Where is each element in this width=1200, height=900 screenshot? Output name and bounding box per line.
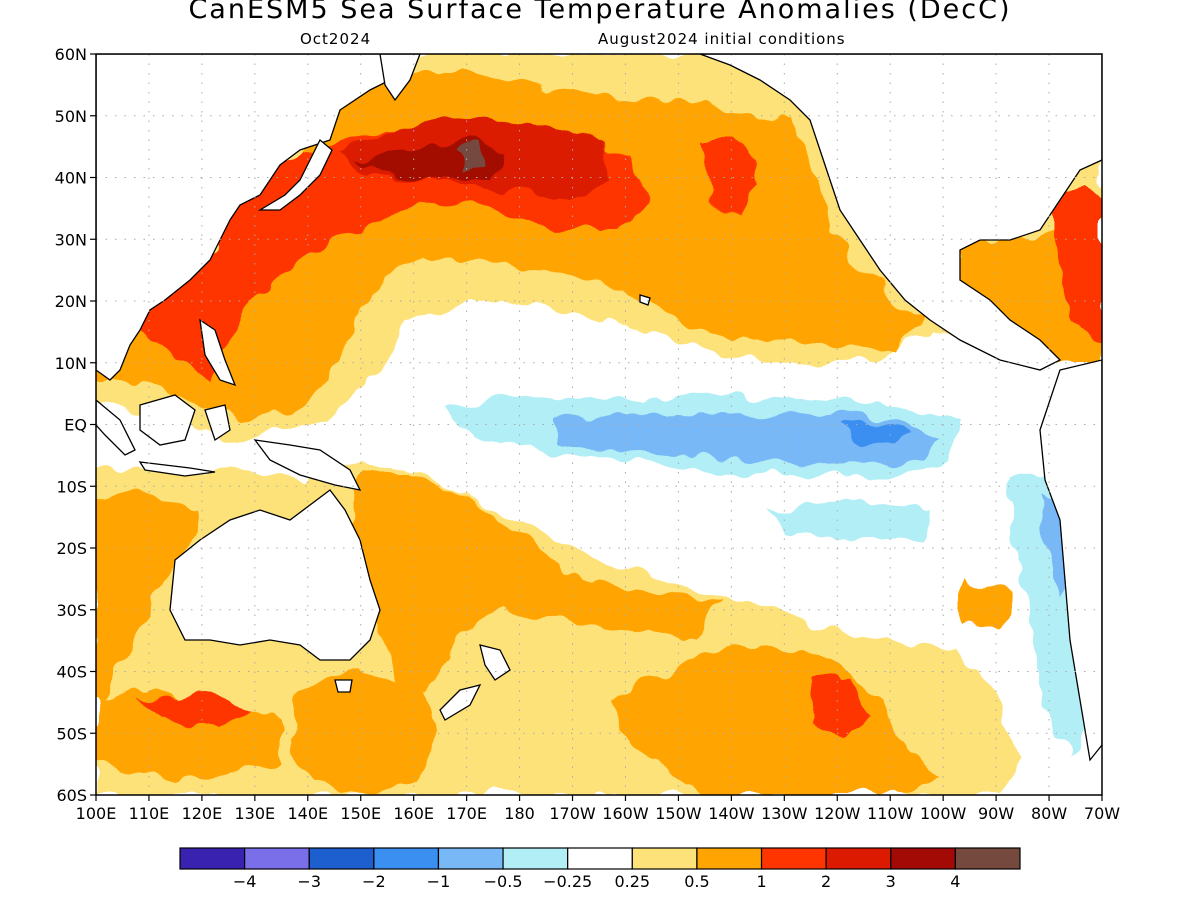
land-kamchatka — [379, 54, 421, 102]
colorbar-swatch — [244, 847, 310, 870]
anomaly-region-red-northeast — [700, 140, 760, 220]
colorbar-label: −0.5 — [484, 872, 523, 891]
land-sumatra — [96, 399, 136, 456]
lon-tick-label: 100E — [76, 804, 117, 823]
lat-tick-label: EQ — [64, 416, 87, 435]
lat-tick-label: 60N — [55, 45, 87, 64]
anomaly-region-orange-tasman — [290, 670, 440, 795]
colorbar-label: 1 — [756, 872, 766, 891]
land-japan — [257, 138, 333, 211]
colorbar-swatch — [502, 847, 569, 870]
anomaly-region-brown-northpacific — [455, 145, 485, 170]
anomaly-region-orange-south-pacific — [610, 640, 940, 795]
lon-tick-label: 160W — [602, 804, 649, 823]
colorbar-label: 3 — [886, 872, 896, 891]
colorbar — [179, 847, 1021, 870]
lon-tick-label: 160E — [393, 804, 434, 823]
colorbar-swatch — [373, 847, 440, 870]
anomaly-region-red-gulf-stream — [1050, 180, 1102, 340]
land-new-zealand-south — [439, 684, 482, 721]
lon-tick-label: 110E — [129, 804, 170, 823]
latitude-axis: 60N 50N 40N 30N 20N 10N EQ 10S 20S 30S 40S 50S 60S — [55, 45, 96, 805]
colorbar-label: −0.25 — [543, 872, 592, 891]
anomaly-region-midblue-equatorial — [840, 422, 910, 445]
land-new-zealand-north — [479, 644, 511, 681]
lat-tick-label: 20S — [56, 539, 87, 558]
lon-tick-label: 170W — [549, 804, 596, 823]
forecast-month-label: Oct2024 — [300, 30, 372, 48]
lat-tick-label: 20N — [55, 292, 87, 311]
land-borneo — [139, 394, 196, 446]
colorbar-label: 0.25 — [614, 872, 650, 891]
colorbar-swatch — [954, 847, 1021, 870]
land-java — [138, 461, 216, 477]
anomaly-region-red-southwest — [140, 690, 250, 730]
lon-tick-label: 120E — [182, 804, 223, 823]
initial-conditions-label: August2024 initial conditions — [598, 30, 846, 48]
lat-tick-label: 30S — [56, 601, 87, 620]
lat-tick-label: 30N — [55, 230, 87, 249]
page-title: CanESM5 Sea Surface Temperature Anomalie… — [188, 0, 1012, 25]
anomaly-region-red-south — [810, 680, 870, 740]
land-tasmania — [334, 679, 353, 693]
lat-tick-label: 60S — [56, 786, 87, 805]
lon-tick-label: 130E — [235, 804, 276, 823]
land-new-guinea — [253, 439, 362, 491]
colorbar-label: 4 — [950, 872, 960, 891]
colorbar-swatch — [179, 847, 246, 870]
lon-tick-label: 110W — [867, 804, 914, 823]
colorbar-label: 2 — [821, 872, 831, 891]
lat-tick-label: 10N — [55, 354, 87, 373]
lat-tick-label: 10S — [56, 477, 87, 496]
colorbar-swatch — [567, 847, 633, 870]
colorbar-swatch — [696, 847, 763, 870]
lon-tick-label: 130W — [761, 804, 808, 823]
anomaly-region-orange-coral-sea — [350, 470, 720, 700]
lon-tick-label: 170E — [446, 804, 487, 823]
lon-tick-label: 180 — [504, 804, 535, 823]
colorbar-swatch — [631, 847, 698, 870]
land-asia — [96, 54, 401, 381]
colorbar-label: −2 — [362, 872, 386, 891]
lat-tick-label: 40S — [56, 663, 87, 682]
lon-tick-label: 80W — [1031, 804, 1067, 823]
land-masses — [96, 54, 1102, 762]
colorbar-swatch — [890, 847, 956, 870]
lon-tick-label: 70W — [1084, 804, 1120, 823]
lat-tick-label: 40N — [55, 169, 87, 188]
longitude-axis: 100E 110E 120E 130E 140E 150E 160E 170E 180 170W 1… — [76, 795, 1120, 823]
land-hawaii — [639, 294, 651, 306]
colorbar-swatch — [825, 847, 892, 870]
colorbar-labels: −4 −3 −2 −1 −0.5 −0.25 0.25 0.5 1 2 3 4 — [233, 872, 961, 891]
land-north-america — [699, 54, 1102, 371]
colorbar-label: −1 — [427, 872, 451, 891]
map-gridlines — [96, 54, 1102, 795]
lon-tick-label: 90W — [978, 804, 1014, 823]
lat-tick-label: 50N — [55, 107, 87, 126]
colorbar-label: −4 — [233, 872, 257, 891]
colorbar-swatch — [437, 847, 504, 870]
lon-tick-label: 150W — [655, 804, 702, 823]
lon-tick-label: 100W — [920, 804, 967, 823]
lon-tick-label: 140W — [708, 804, 755, 823]
land-australia — [169, 489, 381, 661]
land-philippines — [199, 318, 237, 387]
lon-tick-label: 150E — [340, 804, 381, 823]
colorbar-swatch — [760, 847, 827, 870]
lon-tick-label: 140E — [287, 804, 328, 823]
colorbar-swatch — [308, 847, 375, 870]
land-sulawesi — [204, 404, 231, 442]
land-south-america — [1039, 359, 1102, 762]
anomaly-region-orange-southeast — [960, 580, 1010, 630]
colorbar-label: −3 — [297, 872, 321, 891]
colorbar-label: 0.5 — [684, 872, 709, 891]
lon-tick-label: 120W — [814, 804, 861, 823]
lat-tick-label: 50S — [56, 724, 87, 743]
